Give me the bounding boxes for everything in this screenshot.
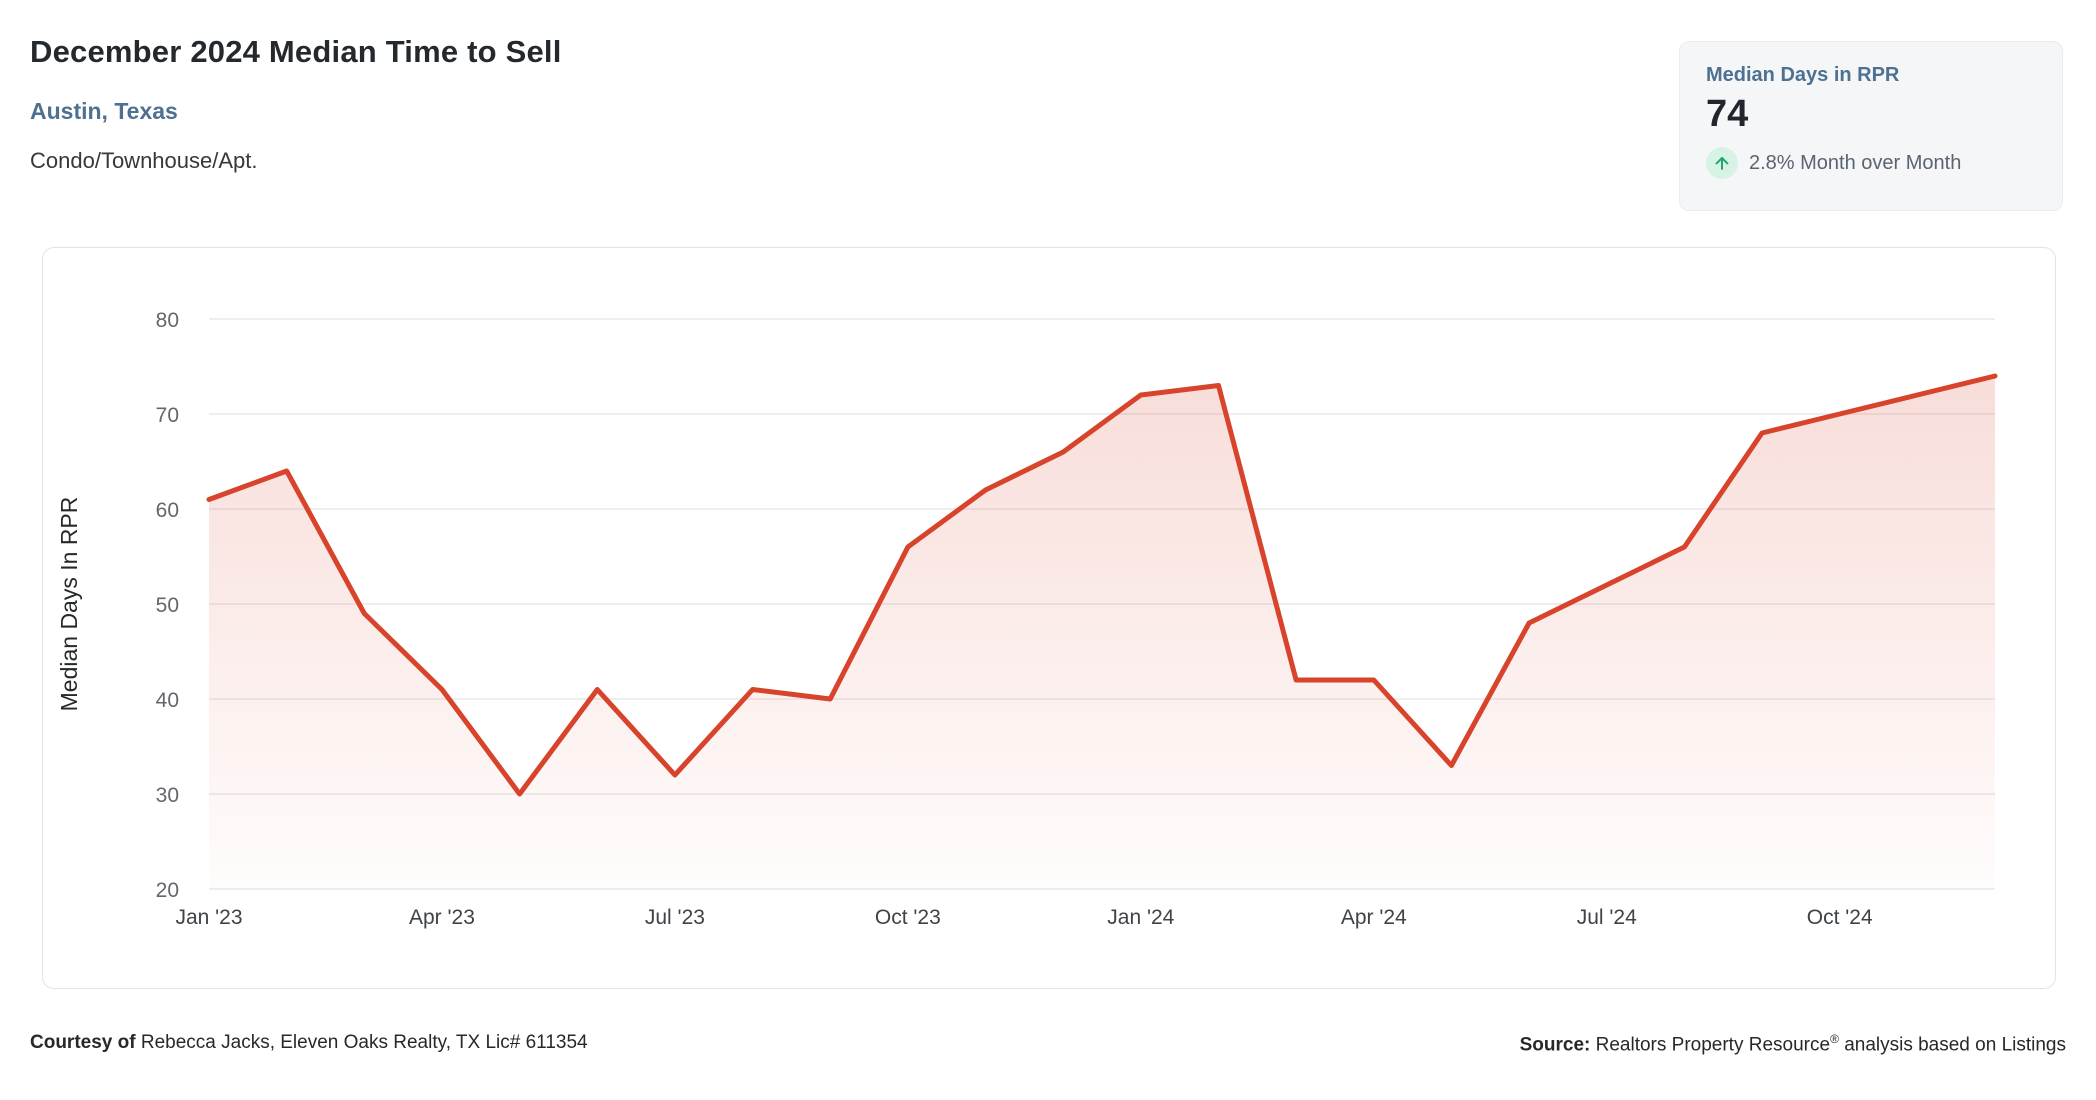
chart-card: 80 70 60 50 40 30 20 Jan '23 Apr '23 Jul '23 Oct '… [42, 247, 2056, 989]
stat-card-trend-label: 2.8% Month over Month [1749, 151, 1962, 174]
x-tick-label: Jan '23 [175, 906, 242, 929]
y-tick-label: 20 [156, 879, 179, 902]
report-footer: Courtesy of Rebecca Jacks, Eleven Oaks R… [30, 1032, 2066, 1056]
y-tick-label: 40 [156, 689, 179, 712]
courtesy-prefix: Courtesy of [30, 1032, 136, 1053]
stat-card-title: Median Days in RPR [1706, 64, 1900, 86]
median-days-stat-card: Median Days in RPR 74 2.8% Month over Mo… [1679, 41, 2063, 211]
x-tick-label: Jan '24 [1107, 906, 1174, 929]
y-tick-label: 30 [156, 784, 179, 807]
y-tick-label: 70 [156, 404, 179, 427]
courtesy-text: Rebecca Jacks, Eleven Oaks Realty, TX Li… [140, 1032, 588, 1053]
page-title: December 2024 Median Time to Sell [30, 34, 562, 69]
stat-card-trend-row: 2.8% Month over Month [1706, 147, 2036, 179]
trend-line [206, 373, 1998, 797]
trend-area [209, 376, 1995, 889]
median-days-area-chart: 80 70 60 50 40 30 20 Jan '23 Apr '23 Jul '23 Oct '… [56, 309, 1998, 929]
location-subtitle: Austin, Texas [30, 98, 178, 124]
x-tick-label: Apr '24 [1341, 906, 1407, 929]
source-note: Source: Realtors Property Resource® anal… [1520, 1032, 2066, 1056]
source-prefix: Source: [1519, 1034, 1591, 1056]
registered-mark: ® [1830, 1032, 1839, 1046]
courtesy-note: Courtesy of Rebecca Jacks, Eleven Oaks R… [30, 1032, 588, 1056]
source-suffix: analysis based on Listings [1844, 1034, 2066, 1056]
arrow-up-icon [1706, 147, 1738, 179]
y-tick-label: 50 [156, 594, 179, 617]
source-name: Realtors Property Resource [1595, 1034, 1831, 1056]
stat-card-value: 74 [1706, 93, 1749, 135]
x-tick-label: Oct '24 [1807, 906, 1873, 929]
y-axis-title: Median Days In RPR [56, 497, 82, 712]
x-tick-label: Apr '23 [409, 906, 475, 929]
x-tick-label: Jul '23 [645, 906, 705, 929]
x-tick-label: Oct '23 [875, 906, 941, 929]
property-type-subtitle: Condo/Townhouse/Apt. [30, 148, 258, 173]
y-tick-label: 60 [156, 499, 179, 522]
x-tick-label: Jul '24 [1577, 906, 1637, 929]
y-tick-label: 80 [156, 309, 179, 332]
